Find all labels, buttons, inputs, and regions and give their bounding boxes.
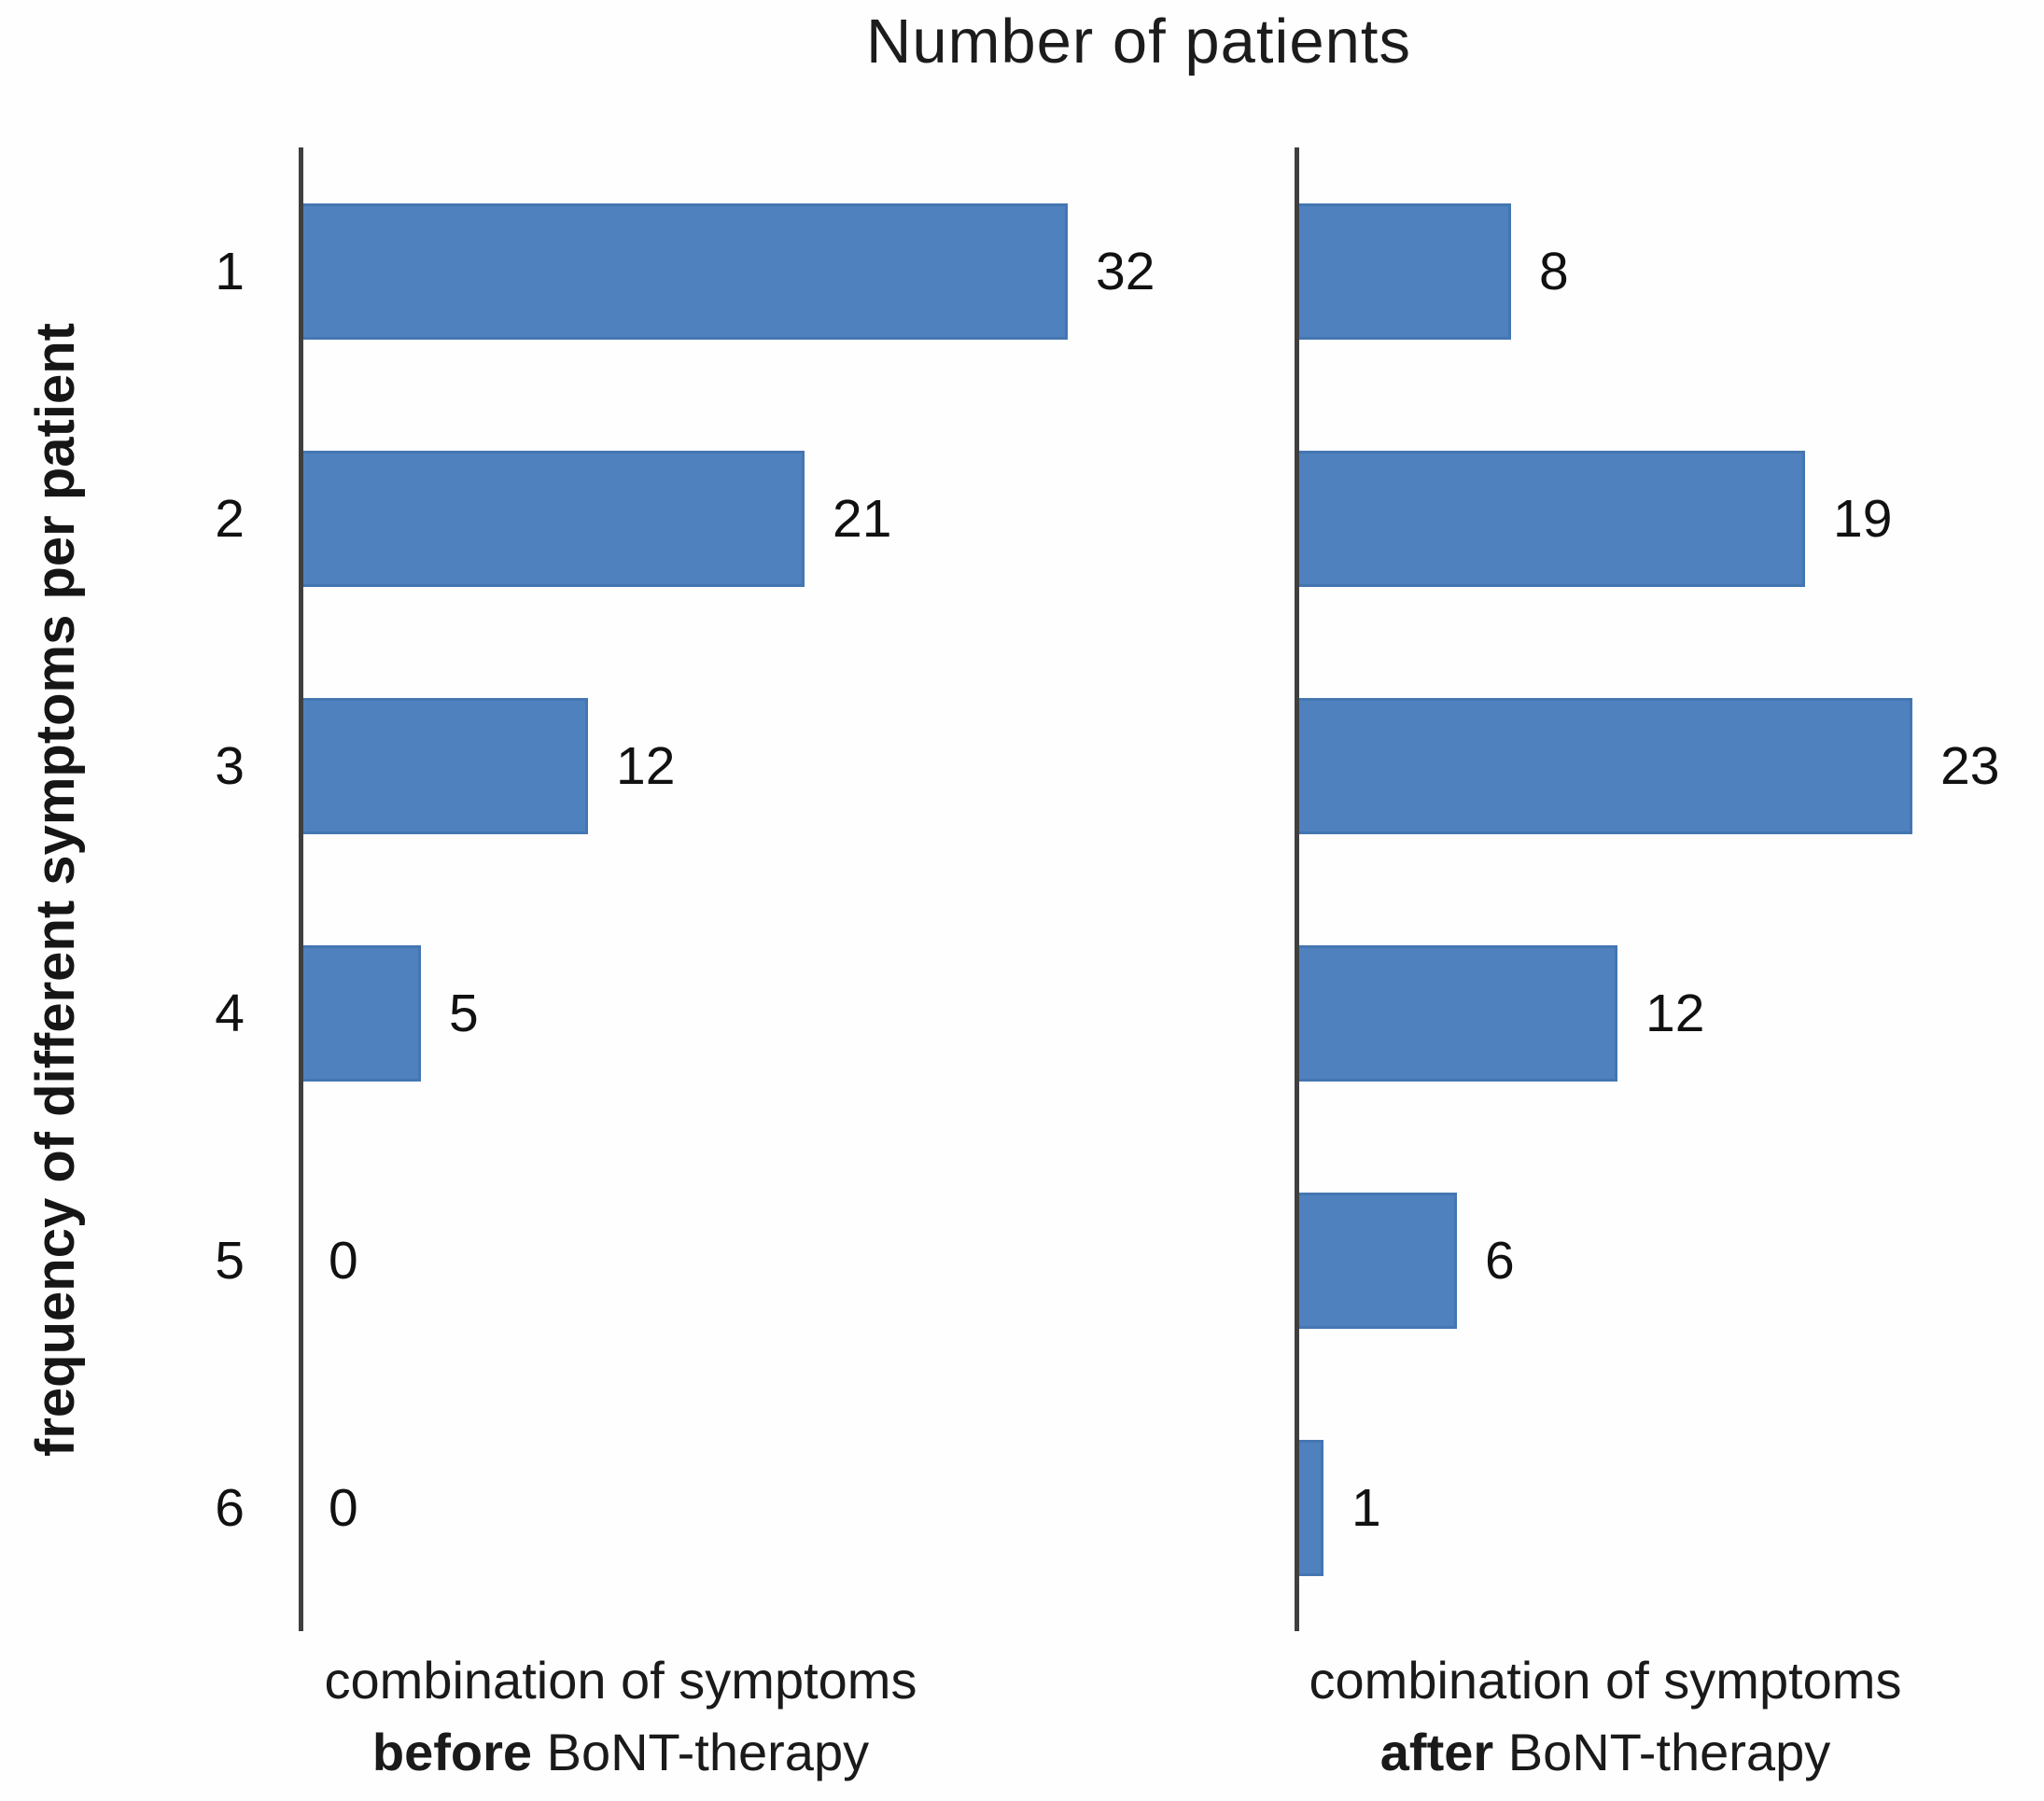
- data-label-before-5: 0: [329, 1230, 358, 1291]
- chart-row-after-4: 12: [1296, 889, 2043, 1137]
- data-label-before-3: 12: [616, 735, 676, 796]
- chart-title: Number of patients: [865, 7, 1412, 77]
- data-label-after-2: 19: [1833, 488, 1893, 549]
- category-tick-label-6: 6: [215, 1477, 245, 1538]
- chart-row-before-1: 1 32: [215, 147, 1234, 395]
- bar-after-3: [1296, 697, 1912, 834]
- data-label-after-4: 12: [1645, 983, 1705, 1043]
- data-label-after-6: 1: [1351, 1477, 1381, 1538]
- axis-line-after: [1295, 147, 1299, 1631]
- chart-row-after-1: 8: [1296, 147, 2043, 395]
- category-tick-label-3: 3: [215, 735, 245, 796]
- chart-row-before-2: 2 21: [215, 395, 1234, 642]
- chart-panel-after: 8 19 23 12 6 1: [1295, 147, 2043, 1631]
- bar-before-3: [301, 697, 588, 834]
- bar-after-1: [1296, 202, 1511, 340]
- chart-panel-before: 1 32 2 21 3 12 4 5 5 0 6 0: [215, 147, 1234, 1631]
- chart-row-after-2: 19: [1296, 395, 2043, 642]
- data-label-after-5: 6: [1485, 1230, 1515, 1291]
- chart-row-after-3: 23: [1296, 642, 2043, 889]
- bar-before-1: [301, 202, 1068, 340]
- x-axis-label-before-line2: before BoNT-therapy: [168, 1716, 1073, 1788]
- x-axis-label-before-rest: BoNT-therapy: [532, 1723, 870, 1781]
- category-tick-label-2: 2: [215, 488, 245, 549]
- bars-area-after: 8 19 23 12 6 1: [1296, 147, 2043, 1631]
- data-label-before-4: 5: [449, 983, 479, 1043]
- y-axis-label-container: frequency of different symptoms per pati…: [0, 147, 110, 1631]
- bar-before-2: [301, 450, 805, 587]
- axis-line-before: [299, 147, 303, 1631]
- data-label-before-1: 32: [1096, 241, 1155, 301]
- data-label-before-2: 21: [833, 488, 892, 549]
- bar-after-4: [1296, 944, 1617, 1082]
- x-axis-label-after-line1: combination of symptoms: [1309, 1651, 1902, 1710]
- x-axis-label-after-rest: BoNT-therapy: [1493, 1723, 1831, 1781]
- bars-area-before: 1 32 2 21 3 12 4 5 5 0 6 0: [215, 147, 1234, 1631]
- chart-row-before-3: 3 12: [215, 642, 1234, 889]
- category-tick-label-1: 1: [215, 241, 245, 301]
- bar-before-4: [301, 944, 421, 1082]
- bar-after-5: [1296, 1192, 1457, 1329]
- bar-after-2: [1296, 450, 1805, 587]
- chart-row-after-6: 1: [1296, 1384, 2043, 1631]
- data-label-after-3: 23: [1940, 735, 2000, 796]
- x-axis-label-after: combination of symptoms after BoNT-thera…: [1157, 1644, 2044, 1788]
- chart-row-after-5: 6: [1296, 1137, 2043, 1384]
- bar-after-6: [1296, 1439, 1323, 1576]
- x-axis-label-before-line1: combination of symptoms: [324, 1651, 917, 1710]
- x-axis-label-after-line2: after BoNT-therapy: [1157, 1716, 2044, 1788]
- y-axis-label: frequency of different symptoms per pati…: [24, 322, 86, 1457]
- x-axis-label-before: combination of symptoms before BoNT-ther…: [168, 1644, 1073, 1788]
- x-axis-label-after-bold: after: [1379, 1723, 1494, 1781]
- data-label-after-1: 8: [1539, 241, 1569, 301]
- category-tick-label-4: 4: [215, 983, 245, 1043]
- x-axis-label-before-bold: before: [371, 1723, 533, 1781]
- data-label-before-6: 0: [329, 1477, 358, 1538]
- category-tick-label-5: 5: [215, 1230, 245, 1291]
